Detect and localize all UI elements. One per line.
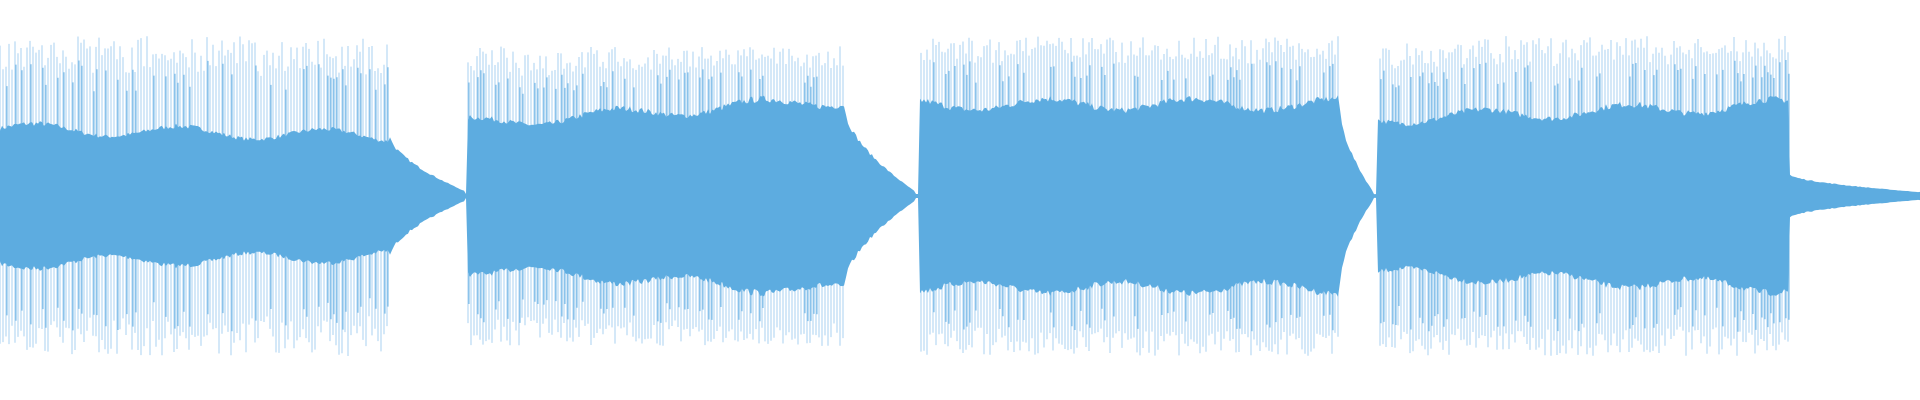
waveform-body bbox=[0, 95, 1920, 297]
